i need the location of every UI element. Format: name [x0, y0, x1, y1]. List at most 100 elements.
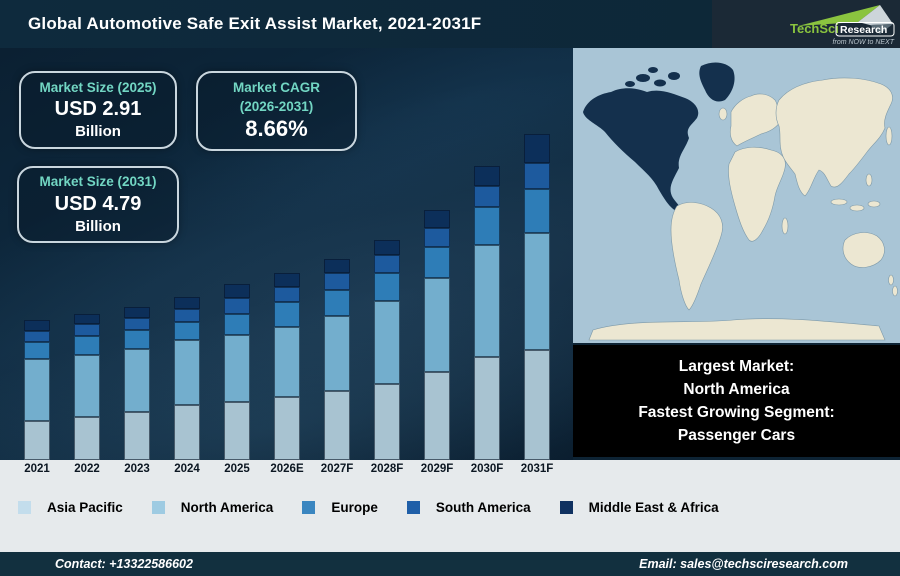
world-map — [573, 48, 900, 343]
bar-segment-middle-east-africa — [274, 273, 300, 287]
bar-segment-north-america — [424, 278, 450, 372]
bar-segment-north-america — [474, 245, 500, 357]
stat-value: USD 2.91 — [54, 98, 142, 121]
legend-item-europe: Europe — [302, 500, 378, 515]
bar-segment-europe — [524, 189, 550, 233]
x-axis-label: 2031F — [521, 463, 554, 475]
map-indonesia — [830, 198, 848, 206]
bar-segment-europe — [124, 330, 150, 349]
bar-segment-middle-east-africa — [374, 240, 400, 255]
footer-contact: Contact: +13322586602 — [55, 557, 193, 571]
bar-segment-middle-east-africa — [224, 284, 250, 298]
bar-segment-asia-pacific — [124, 412, 150, 460]
stacked-bar-2028F — [374, 240, 400, 460]
footer-bar: Contact: +13322586602 Email: sales@techs… — [0, 552, 900, 576]
bar-segment-asia-pacific — [174, 405, 200, 460]
bar-segment-north-america — [24, 359, 50, 421]
stat-box-market-size-2025: Market Size (2025) USD 2.91 Billion — [19, 71, 177, 149]
logo-brand-primary: TechSci — [790, 21, 839, 36]
stat-label: (2026-2031) — [239, 98, 314, 114]
x-axis-label: 2029F — [421, 463, 454, 475]
map-australia — [842, 232, 885, 268]
stat-value: 8.66% — [245, 116, 308, 142]
bar-segment-asia-pacific — [424, 372, 450, 460]
bar-segment-asia-pacific — [224, 402, 250, 460]
bar-segment-middle-east-africa — [524, 134, 550, 163]
bar-segment-north-america — [174, 340, 200, 405]
bar-segment-europe — [274, 302, 300, 327]
map-greenland — [699, 62, 735, 102]
legend-label: Middle East & Africa — [588, 500, 719, 515]
stacked-bar-2022 — [74, 314, 100, 460]
techsci-logo: TechSci Research from NOW to NEXT — [712, 0, 900, 48]
x-axis-label: 2022 — [74, 463, 100, 475]
stat-unit: Billion — [75, 217, 121, 235]
bar-segment-middle-east-africa — [324, 259, 350, 273]
legend-label: Europe — [331, 500, 378, 515]
bar-segment-south-america — [24, 331, 50, 342]
map-north-america — [583, 88, 699, 212]
bar-segment-asia-pacific — [474, 357, 500, 460]
logo-arrow-shadow — [870, 24, 893, 34]
x-axis-label: 2025 — [224, 463, 250, 475]
map-south-america — [670, 202, 723, 311]
callout-line: Largest Market: — [678, 357, 795, 375]
x-axis-label-text: 2031F — [520, 463, 554, 475]
stat-box-market-cagr: Market CAGR (2026-2031) 8.66% — [196, 71, 357, 151]
legend-item-asia-pacific: Asia Pacific — [18, 500, 123, 515]
chart-legend: Asia Pacific North America Europe South Ame… — [18, 500, 888, 515]
stacked-bar-2023 — [124, 307, 150, 460]
x-axis-label-text: 2026E — [270, 463, 304, 475]
logo-arrow-green — [798, 5, 880, 26]
legend-swatch — [302, 501, 316, 514]
stat-unit: Billion — [75, 123, 121, 141]
bar-segment-middle-east-africa — [174, 297, 200, 309]
bar-segment-north-america — [274, 327, 300, 397]
stacked-bar-2030F — [474, 166, 500, 460]
map-antarctica — [588, 318, 886, 341]
x-axis-label-text: 2027F — [320, 463, 354, 475]
callout-line: North America — [683, 380, 790, 398]
bar-segment-europe — [224, 314, 250, 335]
map-madagascar — [781, 217, 789, 235]
stat-label: Market Size (2025) — [39, 79, 157, 95]
footer-email: Email: sales@techsciresearch.com — [639, 557, 848, 571]
bar-segment-south-america — [224, 298, 250, 314]
callout-box: Largest Market: North America Fastest Gr… — [573, 345, 900, 457]
map-japan — [885, 126, 893, 146]
x-axis-label-text: 2021 — [24, 463, 50, 475]
x-axis-label: 2023 — [124, 463, 150, 475]
bar-segment-south-america — [324, 273, 350, 290]
bar-segment-north-america — [224, 335, 250, 402]
x-axis-label-text: 2022 — [74, 463, 100, 475]
bar-segment-middle-east-africa — [124, 307, 150, 318]
bar-segment-south-america — [174, 309, 200, 322]
x-axis-label: 2021 — [24, 463, 50, 475]
x-axis-label-text: 2028F — [370, 463, 404, 475]
map-philippines — [865, 173, 873, 187]
legend-swatch — [406, 501, 420, 514]
bar-segment-north-america — [124, 349, 150, 412]
bar-segment-asia-pacific — [274, 397, 300, 460]
legend-label: South America — [435, 500, 531, 515]
stacked-bar-2026E — [274, 273, 300, 460]
stacked-bar-2027F — [324, 259, 350, 460]
legend-item-north-america: North America — [151, 500, 273, 515]
stacked-bar-2025 — [224, 284, 250, 460]
bar-segment-north-america — [324, 316, 350, 391]
stat-label: Market CAGR — [232, 80, 321, 96]
bar-segment-south-america — [524, 163, 550, 189]
stat-label: Market Size (2031) — [39, 174, 157, 190]
logo-arrow-gray — [858, 5, 893, 25]
legend-item-south-america: South America — [406, 500, 531, 515]
x-axis-label-text: 2025 — [224, 463, 250, 475]
bar-segment-middle-east-africa — [474, 166, 500, 186]
bar-segment-south-america — [424, 228, 450, 247]
world-map-panel — [573, 48, 900, 343]
map-africa — [728, 146, 786, 242]
map-uk — [718, 107, 728, 121]
x-axis-label-text: 2024 — [174, 463, 200, 475]
x-axis-label: 2027F — [321, 463, 354, 475]
legend-label: Asia Pacific — [47, 500, 123, 515]
map-asia — [775, 77, 893, 197]
